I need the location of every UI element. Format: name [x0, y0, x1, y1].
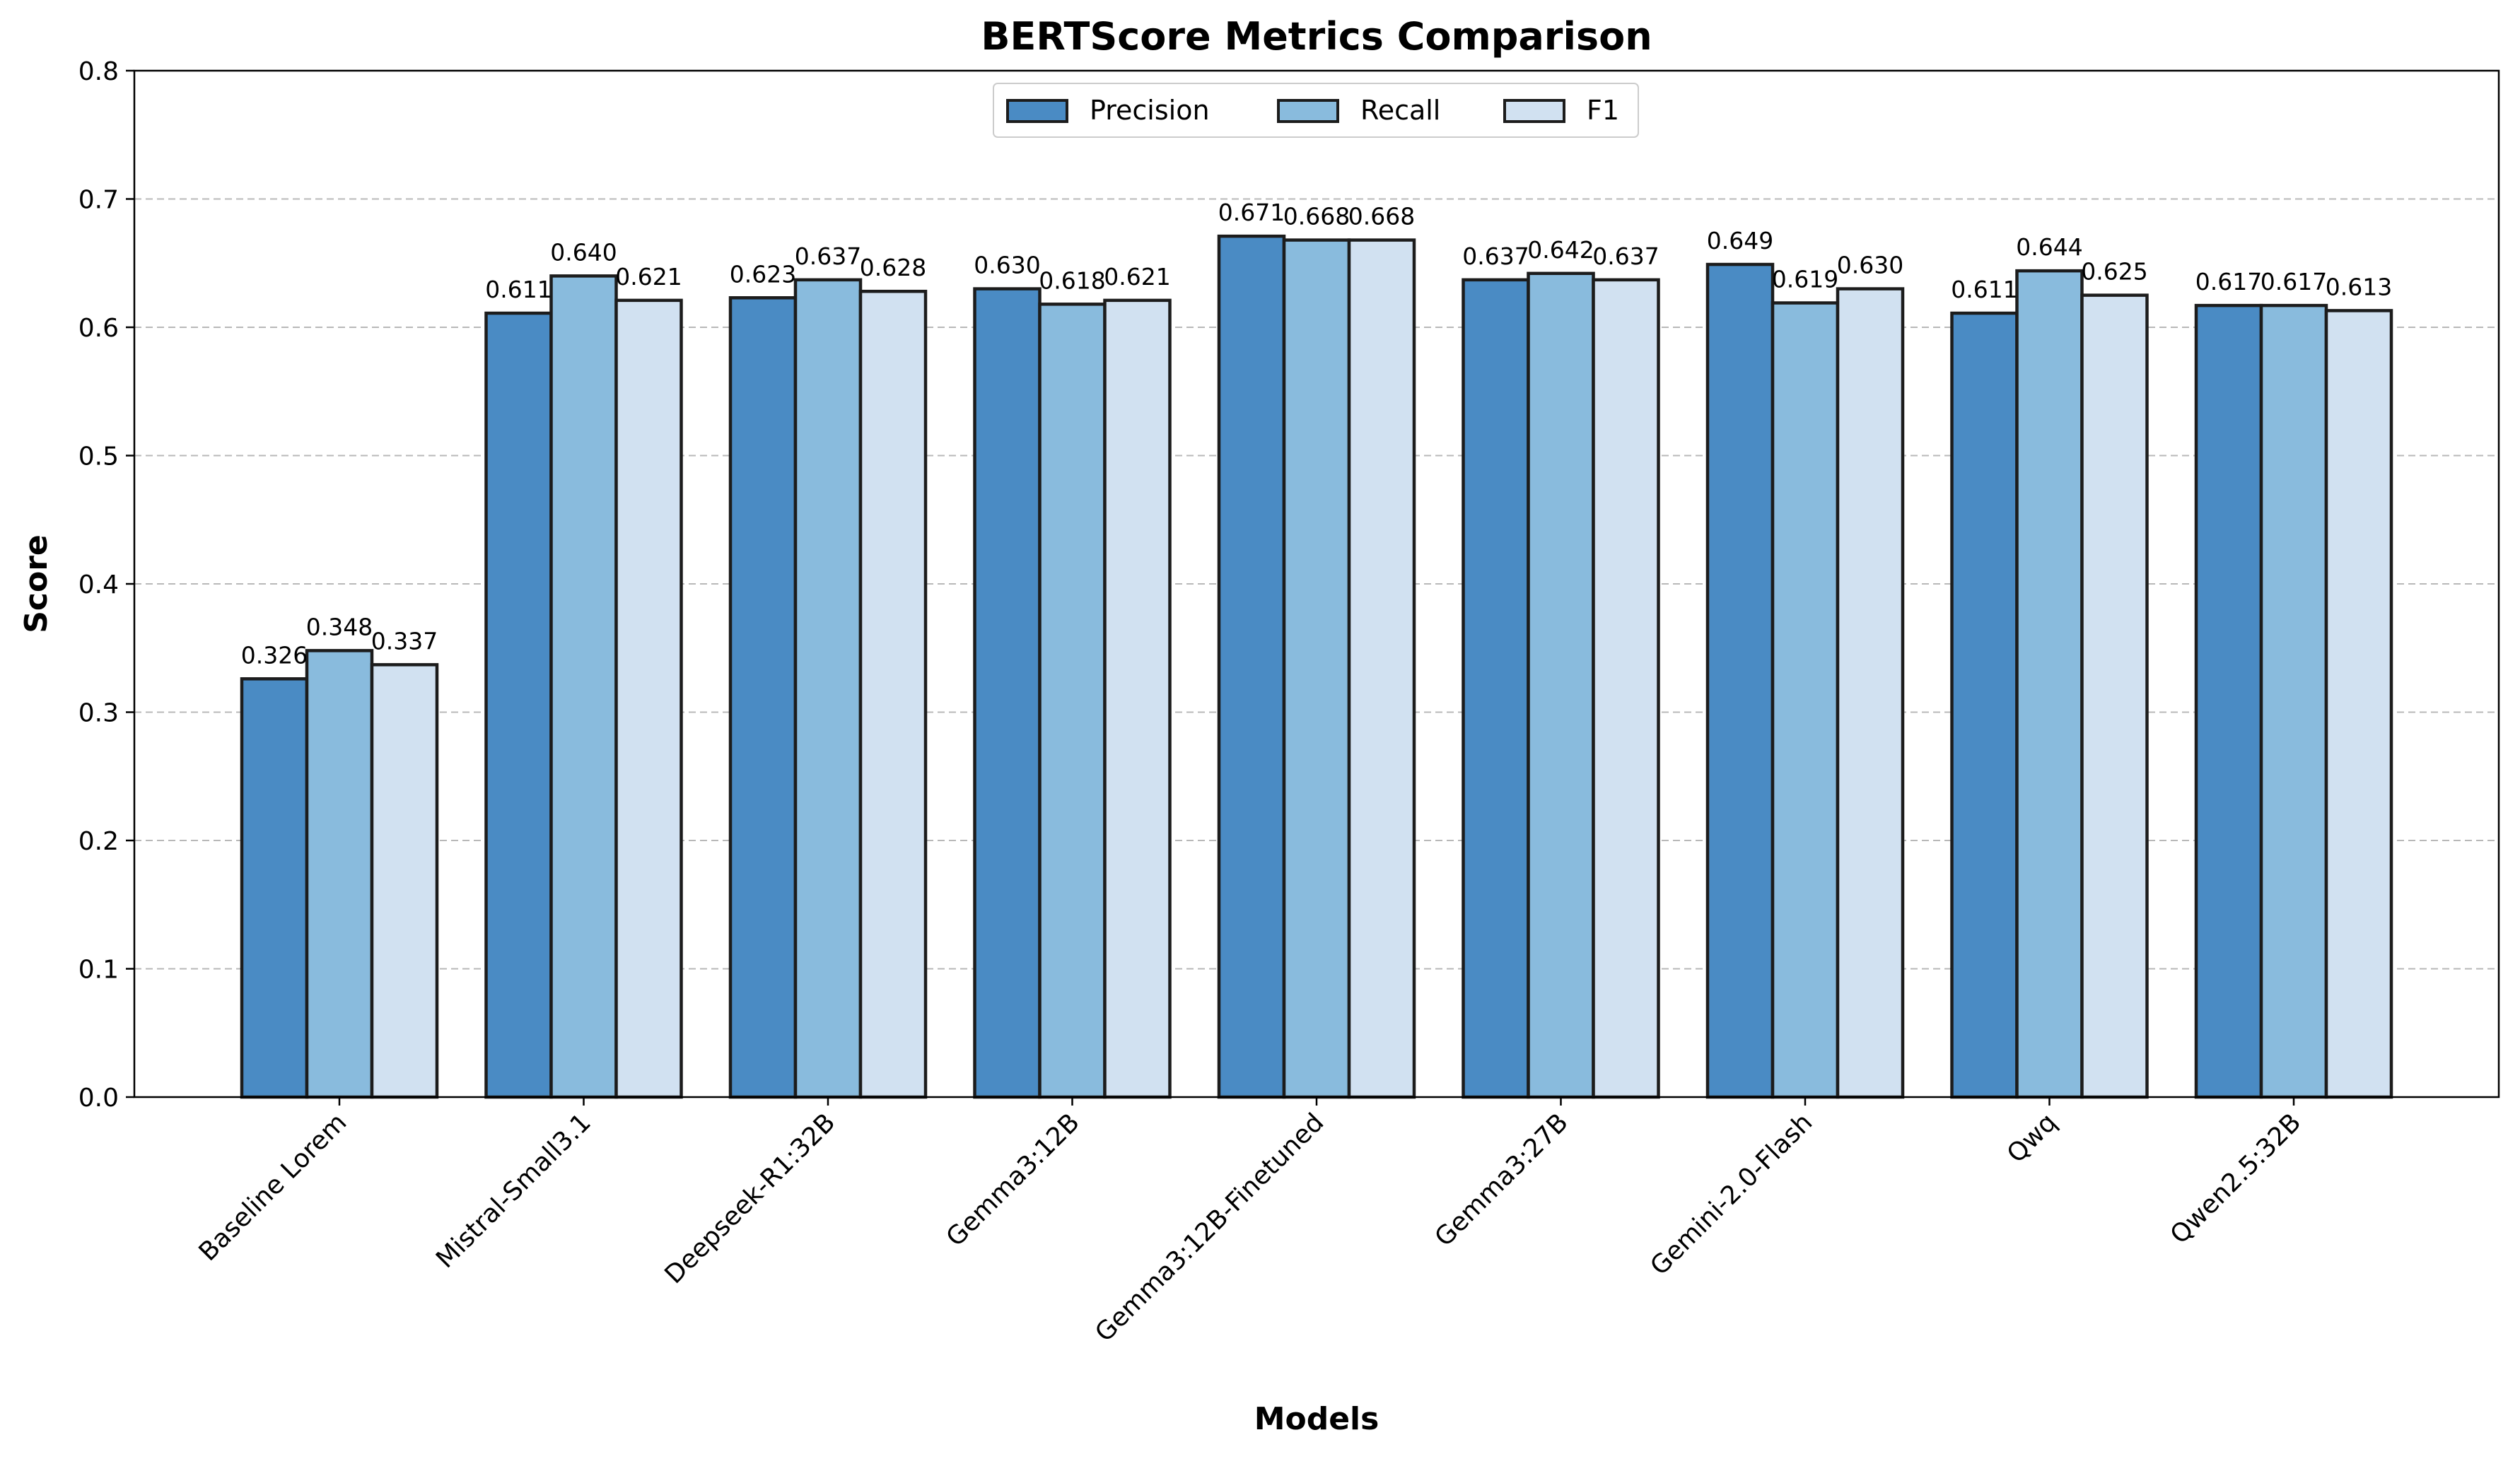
bar-value-label: 0.611 — [485, 276, 552, 303]
bar-value-label: 0.630 — [1837, 252, 1903, 279]
bar-value-label: 0.649 — [1707, 227, 1773, 254]
bar-f1 — [1836, 287, 1905, 1099]
bar-recall — [1527, 271, 1595, 1099]
y-tick-label: 0.1 — [78, 956, 119, 985]
bar-precision — [728, 296, 798, 1099]
bar-precision — [1217, 234, 1286, 1099]
bar-recall — [1038, 303, 1107, 1099]
y-tick-label: 0.0 — [78, 1084, 119, 1113]
legend: Precision Recall F1 — [993, 83, 1639, 138]
legend-swatch-f1 — [1503, 99, 1565, 123]
y-tick-label: 0.2 — [78, 827, 119, 856]
chart-title: BERTScore Metrics Comparison — [981, 14, 1652, 59]
bar-value-label: 0.625 — [2081, 258, 2147, 286]
bar-value-label: 0.644 — [2016, 233, 2082, 261]
bar-value-label: 0.623 — [730, 260, 796, 288]
y-tick-label: 0.7 — [78, 186, 119, 215]
bar-value-label: 0.640 — [550, 238, 617, 266]
bar-recall — [305, 649, 374, 1099]
bar-recall — [2015, 269, 2084, 1099]
bar-value-label: 0.326 — [241, 641, 308, 669]
bar-value-label: 0.671 — [1218, 199, 1285, 226]
y-tick-label: 0.8 — [78, 57, 119, 86]
legend-swatch-recall — [1277, 99, 1339, 123]
bar-f1 — [614, 298, 683, 1099]
y-tick-label: 0.3 — [78, 699, 119, 728]
bar-f1 — [370, 663, 439, 1099]
bar-value-label: 0.613 — [2326, 273, 2392, 300]
bars — [240, 234, 2393, 1099]
bar-recall — [793, 278, 863, 1099]
bar-value-label: 0.621 — [615, 263, 682, 291]
bar-value-label: 0.337 — [371, 627, 438, 655]
bar-value-label: 0.668 — [1348, 203, 1415, 230]
bar-value-label: 0.637 — [795, 242, 861, 270]
bar-precision — [973, 287, 1042, 1099]
bar-value-label: 0.611 — [1951, 276, 2017, 303]
bar-value-label: 0.630 — [974, 252, 1040, 279]
bar-precision — [1950, 311, 2019, 1099]
bar-value-label: 0.619 — [1772, 266, 1838, 293]
bar-value-label: 0.628 — [860, 254, 926, 281]
bar-value-label: 0.618 — [1039, 266, 1105, 294]
bar-value-label: 0.637 — [1462, 242, 1529, 270]
bar-recall — [549, 274, 618, 1099]
bar-value-label: 0.637 — [1592, 242, 1659, 270]
bar-f1 — [2324, 309, 2393, 1099]
bar-precision — [1705, 262, 1775, 1099]
bar-f1 — [858, 289, 928, 1099]
bar-recall — [1282, 238, 1351, 1099]
bar-value-label: 0.617 — [2195, 268, 2262, 295]
legend-label-recall: Recall — [1360, 95, 1440, 126]
bar-recall — [2259, 303, 2328, 1099]
bar-value-label: 0.617 — [2261, 268, 2327, 295]
bar-value-label: 0.348 — [306, 613, 373, 640]
bar-f1 — [1103, 298, 1172, 1099]
legend-label-precision: Precision — [1090, 95, 1210, 126]
y-tick-label: 0.6 — [78, 314, 119, 343]
x-axis-title: Models — [1254, 1401, 1379, 1437]
bar-recall — [1771, 301, 1840, 1099]
bar-precision — [2194, 303, 2263, 1099]
bar-precision — [484, 311, 553, 1099]
legend-label-f1: F1 — [1587, 95, 1619, 126]
bar-precision — [1462, 278, 1530, 1099]
bar-value-label: 0.642 — [1527, 236, 1594, 264]
bar-f1 — [2080, 293, 2149, 1099]
y-tick-label: 0.5 — [78, 443, 119, 471]
bar-precision — [240, 677, 309, 1099]
bar-value-label: 0.668 — [1283, 203, 1350, 230]
bar-value-label: 0.621 — [1104, 263, 1170, 291]
bar-f1 — [1347, 238, 1416, 1099]
legend-swatch-precision — [1006, 99, 1068, 123]
y-axis-ticks: 0.0 0.1 0.2 0.3 0.4 0.5 0.6 0.7 0.8 — [78, 57, 134, 1113]
y-axis-title: Score — [18, 534, 54, 633]
y-tick-label: 0.4 — [78, 570, 119, 599]
bar-f1 — [1592, 278, 1660, 1099]
